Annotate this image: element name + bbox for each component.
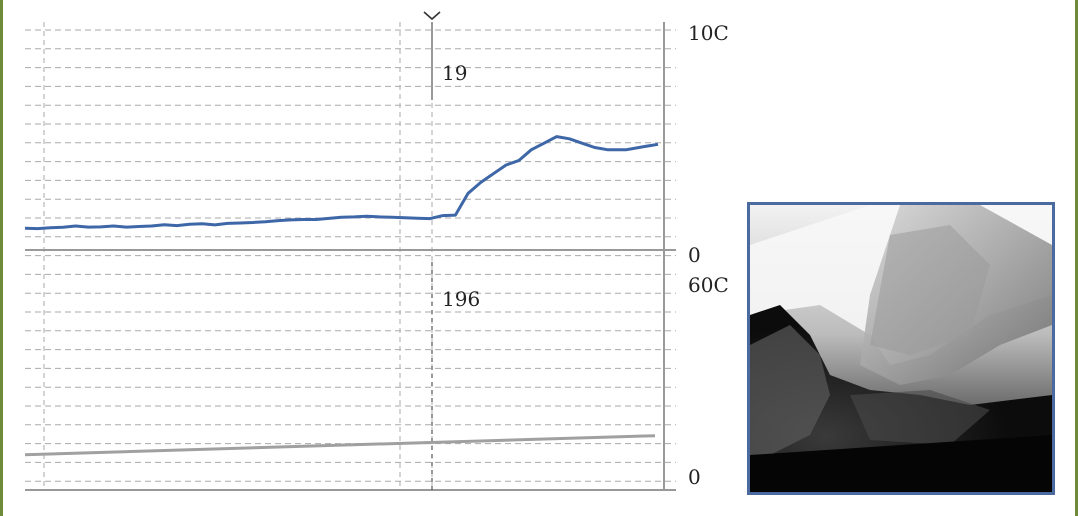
bottom-axis-max-label: 60C	[688, 273, 729, 297]
top-axis-max-label: 10C	[688, 21, 729, 45]
top-series-line	[24, 135, 659, 231]
top-axis-zero-label: 0	[688, 243, 701, 267]
dual-panel-chart: 19 196 10C 0 60C 0	[24, 11, 729, 491]
bottom-series-line	[24, 434, 656, 457]
series-layer	[24, 135, 659, 457]
top-inner-label: 19	[442, 61, 467, 85]
radiograph-image	[747, 202, 1055, 495]
bottom-inner-label: 196	[442, 287, 480, 311]
radiograph-picture	[750, 205, 1052, 492]
chart-grid	[25, 22, 676, 490]
bottom-axis-zero-label: 0	[688, 465, 701, 489]
marker-chevron-down-icon	[423, 11, 441, 21]
